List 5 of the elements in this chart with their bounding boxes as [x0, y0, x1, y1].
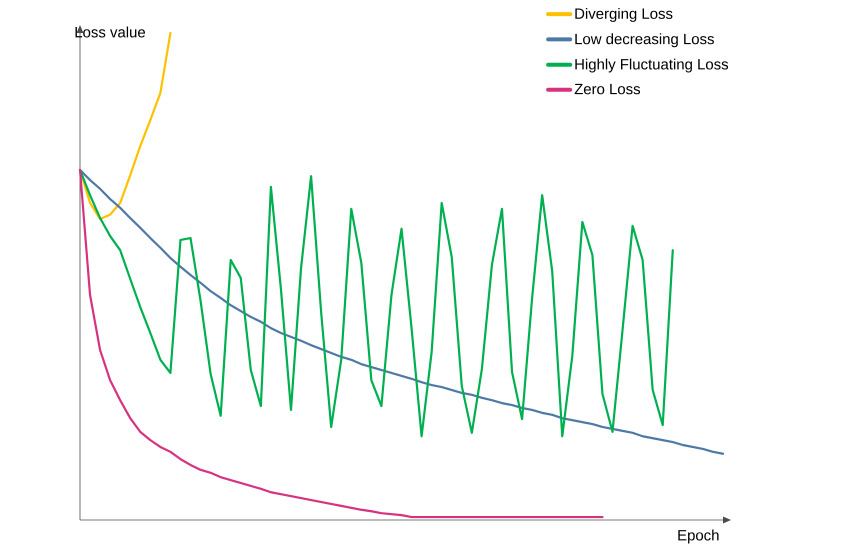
legend-label: Zero Loss: [574, 84, 640, 94]
legend-label: Diverging Loss: [575, 8, 672, 22]
legend-label: Low decreasing Loss: [575, 33, 714, 48]
legend-label: Highly Fluctuating Loss: [575, 58, 728, 72]
x-axis-title: Epoch: [678, 530, 719, 544]
